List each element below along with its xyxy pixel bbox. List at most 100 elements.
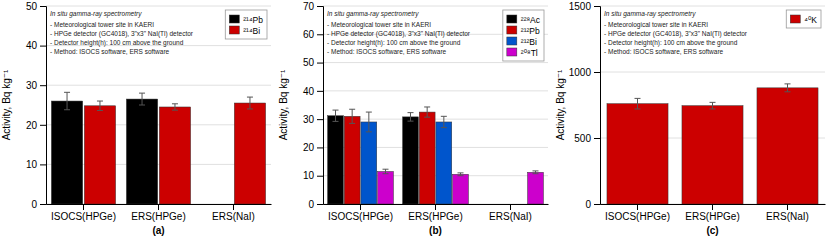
y-tick-mark: [40, 85, 46, 86]
y-tick: 1000: [569, 67, 600, 78]
error-bar: [424, 107, 430, 117]
annotation-line: - Meteorological tower site in KAERI: [50, 21, 154, 29]
y-tick-mark: [40, 204, 46, 205]
x-tick: ERS(HPGe): [408, 204, 462, 222]
error-bar: [785, 84, 791, 92]
panel: 050010001500ISOCS(HPGe)ERS(HPGe)ERS(NaI)…: [555, 1, 826, 236]
y-tick-label: 500: [574, 133, 591, 144]
legend: ²²⁸Ac²¹²Pb²¹²Bi²⁰⁸Tl: [503, 10, 544, 61]
x-tick: ERS(NaI): [489, 204, 532, 222]
bar: [607, 104, 668, 204]
y-tick-mark: [594, 138, 600, 139]
y-tick-label: 1500: [569, 1, 592, 12]
bar: [453, 174, 469, 204]
error-line: [427, 107, 428, 117]
error-bar: [710, 102, 716, 109]
grid-line: [600, 72, 825, 73]
x-tick-mark: [787, 204, 788, 210]
error-bar: [97, 101, 103, 111]
x-tick-mark: [435, 204, 436, 210]
panel: 01020304050ISOCS(HPGe)ERS(HPGe)ERS(NaI)A…: [1, 1, 272, 236]
error-line: [385, 169, 386, 174]
panel: 010203040506070ISOCS(HPGe)ERS(HPGe)ERS(N…: [278, 1, 549, 236]
y-tick-mark: [317, 176, 323, 177]
x-tick-mark: [83, 204, 84, 210]
error-cap: [366, 131, 372, 132]
legend-item: ²¹²Pb: [507, 26, 540, 36]
series: [361, 112, 452, 204]
error-cap: [172, 110, 178, 111]
y-axis: 01020304050: [26, 1, 47, 210]
series: [328, 110, 419, 204]
error-bar: [247, 97, 253, 109]
legend-item: ²⁰⁸Tl: [507, 48, 538, 58]
y-tick-label: 50: [303, 57, 315, 68]
y-tick: 40: [303, 86, 323, 97]
y-tick: 70: [303, 1, 323, 12]
error-cap: [441, 116, 447, 117]
x-axis-title: (b): [429, 225, 442, 236]
error-cap: [408, 121, 414, 122]
y-tick-mark: [594, 6, 600, 7]
x-tick-mark: [510, 204, 511, 210]
x-tick-mark: [233, 204, 234, 210]
error-cap: [533, 173, 539, 174]
x-tick-label: ERS(NaI): [212, 211, 255, 222]
bar: [419, 112, 435, 204]
y-tick-mark: [317, 147, 323, 148]
y-axis: 050010001500: [569, 1, 601, 210]
y-axis-title: Activity, Bq kg⁻¹: [1, 69, 12, 140]
error-cap: [408, 112, 414, 113]
annotation-title: In situ gamma-ray spectrometry: [50, 10, 142, 18]
error-cap: [710, 108, 716, 109]
error-line: [174, 104, 175, 110]
legend-swatch: [790, 15, 800, 23]
error-cap: [441, 127, 447, 128]
x-tick: ISOCS(HPGe): [328, 204, 393, 222]
error-bar: [349, 109, 355, 123]
x-tick-label: ISOCS(HPGe): [51, 211, 116, 222]
bar: [378, 171, 394, 204]
legend-box: [503, 10, 544, 61]
error-cap: [366, 112, 372, 113]
x-axis-title: (a): [152, 225, 164, 236]
error-bar: [366, 112, 372, 132]
x-tick-mark: [637, 204, 638, 210]
error-cap: [785, 91, 791, 92]
error-line: [67, 92, 68, 109]
error-cap: [635, 98, 641, 99]
legend-swatch: [229, 26, 239, 34]
error-cap: [349, 123, 355, 124]
bar: [328, 116, 344, 204]
y-tick-label: 0: [308, 199, 314, 210]
x-tick-label: ISOCS(HPGe): [328, 211, 393, 222]
series: [607, 84, 818, 204]
x-axis: ISOCS(HPGe)ERS(HPGe)ERS(NaI): [601, 204, 826, 222]
legend-box: [225, 10, 267, 39]
y-tick-label: 0: [31, 199, 37, 210]
error-cap: [383, 169, 389, 170]
grid-line: [323, 90, 548, 91]
error-line: [142, 93, 143, 105]
error-cap: [635, 108, 641, 109]
annotation-line: - Method: ISOCS software, ERS software: [327, 48, 447, 55]
y-tick-label: 20: [303, 142, 315, 153]
y-tick: 50: [26, 1, 46, 12]
grid-line: [46, 6, 271, 7]
y-tick-label: 70: [303, 1, 315, 12]
x-tick: ERS(NaI): [212, 204, 255, 222]
y-tick-mark: [594, 72, 600, 73]
error-cap: [64, 109, 70, 110]
annotation-line: - Detector height(h): 100 cm above the g…: [604, 39, 738, 47]
annotation-line: - HPGe detector (GC4018), 3"x3" NaI(Tl) …: [327, 30, 471, 38]
annotation-line: - Method: ISOCS software, ERS software: [604, 48, 724, 55]
y-tick-mark: [40, 46, 46, 47]
y-tick-mark: [40, 125, 46, 126]
series: [344, 107, 435, 204]
legend-label: ²¹⁴Pb: [243, 15, 263, 25]
bar: [528, 172, 544, 204]
bar: [361, 122, 377, 204]
x-tick-label: ERS(HPGe): [131, 211, 185, 222]
y-axis-line: [40, 7, 47, 205]
x-axis: ISOCS(HPGe) ERS(HPGe) ERS(NaI): [324, 204, 549, 222]
